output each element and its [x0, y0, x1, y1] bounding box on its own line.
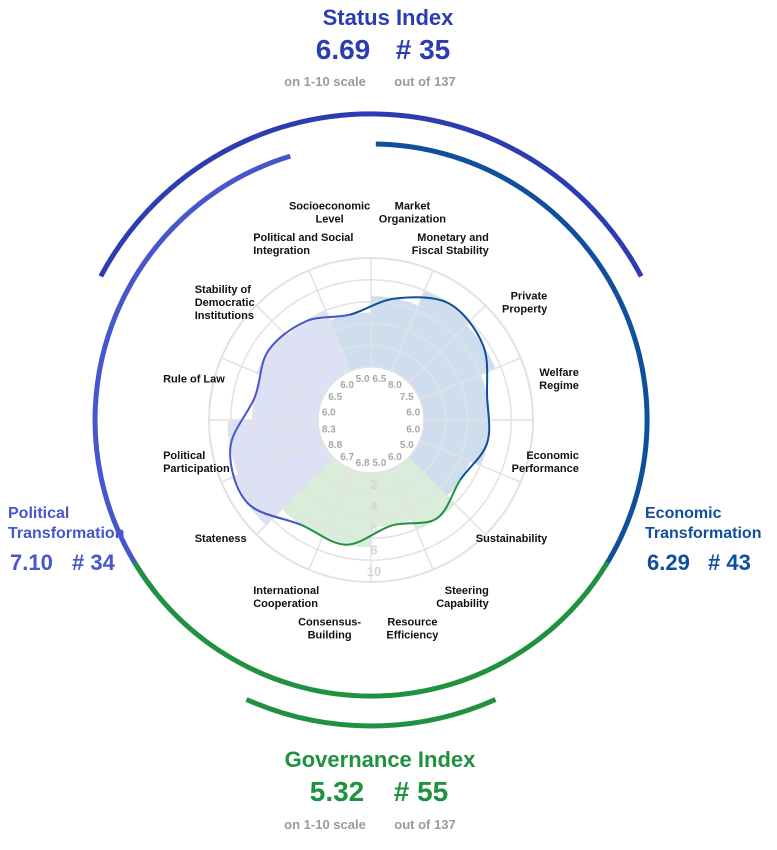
- economic-title-line2: Transformation: [645, 525, 762, 542]
- grid-spoke: [308, 468, 352, 570]
- radar-grid: [208, 257, 534, 583]
- grid-spoke: [390, 270, 434, 372]
- radar-fill-segment: [408, 324, 496, 400]
- radar-fill-segment: [391, 290, 471, 383]
- grid-spoke: [407, 456, 487, 536]
- criterion-value: 8.0: [388, 380, 402, 391]
- radar-fill-segment: [281, 457, 351, 537]
- grid-spoke: [255, 456, 335, 536]
- criterion-label: Socioeconomic Level: [289, 201, 370, 226]
- criterion-value: 6.0: [388, 452, 402, 463]
- grid-spoke: [419, 439, 521, 483]
- political-transformation-title: Political Transformation: [8, 504, 138, 544]
- radar-fill-segment: [227, 420, 323, 475]
- criterion-value: 8.3: [322, 424, 336, 435]
- ring-labels: 2 4 6 8 10: [367, 477, 381, 579]
- governance-rank-caption: out of 137: [394, 817, 456, 832]
- criterion-value: 6.0: [406, 424, 420, 435]
- criterion-label: Resource Efficiency: [386, 616, 439, 641]
- ring-label: 8: [370, 542, 377, 557]
- criterion-label: Sustainability: [476, 533, 548, 545]
- grid-spoke: [221, 439, 323, 483]
- grid-spoke: [419, 357, 521, 401]
- radar-fill-segment: [322, 468, 371, 548]
- governance-outer-arc: [245, 697, 497, 729]
- governance-index-rank: # 55: [393, 776, 449, 807]
- radar-fill-segment: [329, 312, 371, 372]
- governance-index-score: 5.32: [309, 776, 365, 807]
- status-index-score: 6.69: [315, 34, 371, 65]
- criterion-label: Political and Social Integration: [253, 232, 353, 257]
- criterion-value: 5.0: [356, 374, 370, 385]
- criterion-labels: Market Organization Monetary and Fiscal Sta…: [163, 201, 579, 642]
- political-transformation-arc: [92, 153, 292, 592]
- radar-fill-segment: [419, 374, 490, 420]
- criterion-label: Market Organization: [379, 201, 447, 226]
- radar-fill-segment: [252, 374, 323, 420]
- criterion-label: Steering Capability: [436, 585, 489, 610]
- criterion-label: International Cooperation: [253, 585, 319, 610]
- economic-transformation-rank: # 43: [708, 550, 751, 575]
- criterion-value: 6.0: [340, 380, 354, 391]
- criterion-value: 6.8: [356, 458, 370, 469]
- criterion-label: Monetary and Fiscal Stability: [412, 232, 490, 257]
- political-outline: [229, 313, 351, 526]
- criterion-value: 5.0: [372, 458, 386, 469]
- criterion-label: Welfare Regime: [539, 367, 579, 392]
- value-labels: 6.58.07.56.06.05.06.05.06.86.78.88.36.06…: [322, 374, 421, 469]
- criterion-label: Private Property: [502, 291, 548, 316]
- ring-label: 2: [370, 477, 377, 492]
- economic-outline: [349, 296, 491, 481]
- criterion-label: Stability of Democratic Institutions: [195, 284, 255, 322]
- radar-fill-segment: [408, 440, 471, 497]
- economic-transformation-title: Economic Transformation: [645, 504, 775, 544]
- criterion-label: Economic Performance: [512, 450, 579, 475]
- economic-title-line1: Economic: [645, 505, 722, 522]
- radar-fill-segment: [287, 310, 351, 383]
- radar-fill-segment: [371, 468, 413, 528]
- grid-spoke: [255, 304, 335, 384]
- grid-spoke: [390, 468, 434, 570]
- political-title-line1: Political: [8, 505, 70, 522]
- political-transformation-rank: # 34: [72, 550, 115, 575]
- criterion-value: 5.0: [400, 440, 414, 451]
- economic-transformation-score: 6.29: [647, 550, 690, 575]
- criterion-label: Stateness: [195, 533, 247, 545]
- index-arcs: [92, 111, 650, 729]
- criterion-value: 8.8: [328, 440, 342, 451]
- grid-spoke: [407, 304, 487, 384]
- ring-label: 6: [370, 521, 377, 536]
- radar-fill-segment: [371, 296, 419, 372]
- governance-index-title: Governance Index: [284, 747, 476, 772]
- status-index-title: Status Index: [322, 5, 454, 30]
- status-index-rank: # 35: [395, 34, 451, 65]
- status-rank-caption: out of 137: [394, 74, 456, 89]
- status-index-arc: [98, 111, 644, 278]
- governance-index-arc: [132, 560, 610, 699]
- economic-transformation-arc: [375, 141, 650, 568]
- radar-fill-segment: [391, 457, 455, 530]
- political-transformation-score: 7.10: [10, 550, 53, 575]
- criterion-value: 7.5: [400, 392, 414, 403]
- criterion-label: Consensus-Building: [298, 616, 361, 641]
- governance-score-caption: on 1-10 scale: [284, 817, 366, 832]
- ring-label: 10: [367, 564, 381, 579]
- criterion-value: 6.5: [328, 392, 342, 403]
- radar-fill-segment: [419, 420, 490, 466]
- criterion-value: 6.0: [322, 408, 336, 419]
- criterion-label: Political Participation: [163, 450, 230, 475]
- criterion-value: 6.0: [406, 408, 420, 419]
- political-title-line2: Transformation: [8, 525, 125, 542]
- grid-spoke: [308, 270, 352, 372]
- radar-fills: [227, 290, 496, 548]
- radar-outline: [229, 296, 491, 546]
- status-score-caption: on 1-10 scale: [284, 74, 366, 89]
- criterion-value: 6.5: [372, 374, 386, 385]
- criterion-value: 6.7: [340, 452, 354, 463]
- criterion-label: Rule of Law: [163, 374, 225, 386]
- grid-ring: [317, 366, 425, 474]
- grid-spoke: [221, 357, 323, 401]
- ring-label: 4: [370, 499, 378, 514]
